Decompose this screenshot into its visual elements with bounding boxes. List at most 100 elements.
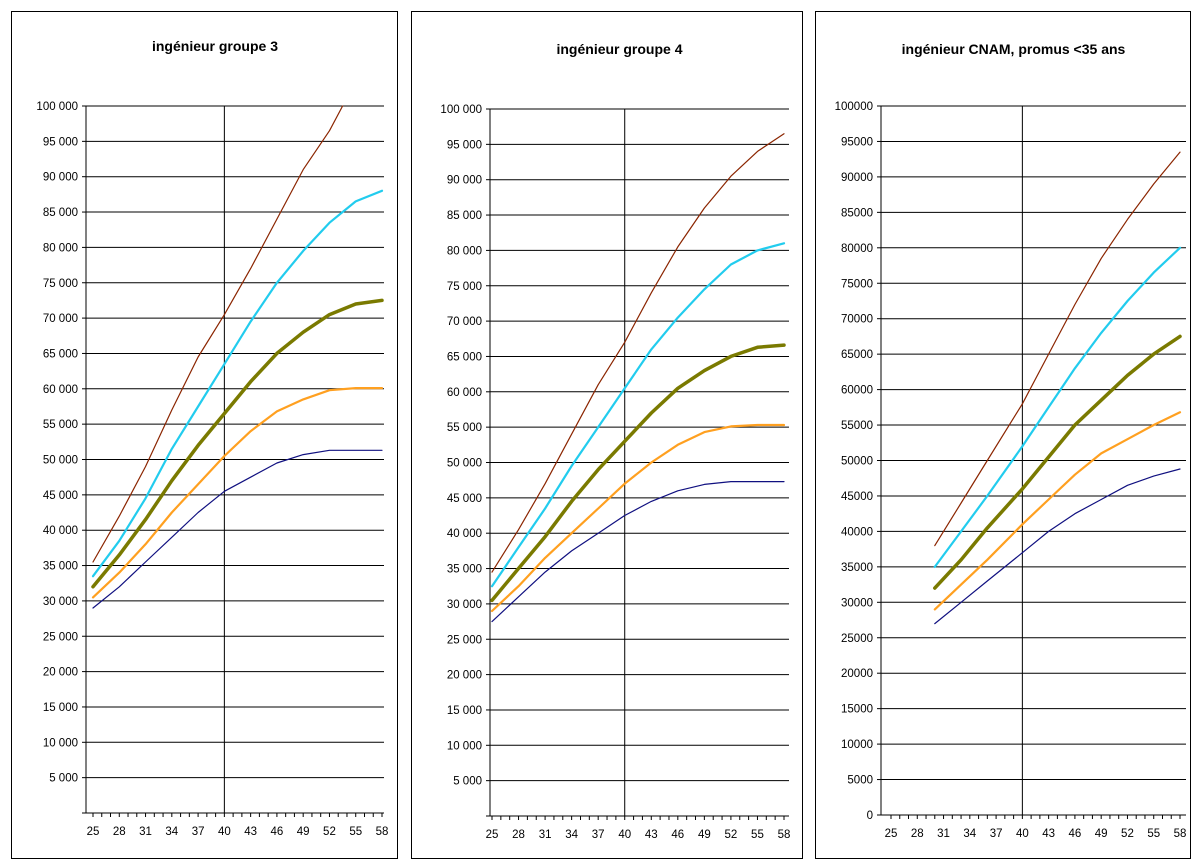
y-tick-label: 30 000 (447, 599, 482, 611)
y-tick-label: 70 000 (447, 316, 482, 328)
series-line (91, 298, 384, 589)
x-tick-label: 34 (165, 826, 178, 838)
y-tick-label: 85000 (841, 207, 873, 219)
y-tick-label: 65 000 (43, 348, 78, 360)
x-tick-label: 40 (218, 826, 231, 838)
y-tick-label: 10000 (841, 739, 873, 751)
x-tick-label: 34 (565, 829, 578, 841)
y-tick-label: 40 000 (43, 525, 78, 537)
y-tick-label: 15 000 (43, 702, 78, 714)
y-tick-label: 55 000 (447, 422, 482, 434)
y-tick-label: 25 000 (43, 631, 78, 643)
y-tick-label: 65000 (841, 349, 873, 361)
x-tick-label: 37 (990, 828, 1003, 840)
series-line (491, 481, 785, 623)
y-tick-label: 40 000 (447, 528, 482, 540)
y-tick-label: 75 000 (43, 278, 78, 290)
x-tick-label: 49 (297, 826, 310, 838)
x-tick-label: 52 (725, 829, 738, 841)
y-tick-label: 100 000 (36, 101, 78, 113)
y-tick-label: 65 000 (447, 351, 482, 363)
y-tick-label: 70 000 (43, 313, 78, 325)
series-line (91, 387, 384, 599)
series-line (933, 411, 1182, 611)
x-tick-label: 28 (911, 828, 924, 840)
x-tick-label: 25 (87, 826, 100, 838)
y-tick-label: 40000 (841, 526, 873, 538)
x-tick-label: 52 (1121, 828, 1134, 840)
y-tick-label: 85 000 (447, 210, 482, 222)
x-tick-label: 28 (512, 829, 525, 841)
y-tick-label: 75 000 (447, 281, 482, 293)
y-tick-label: 60 000 (447, 387, 482, 399)
x-tick-label: 40 (1016, 828, 1029, 840)
y-tick-label: 25 000 (447, 634, 482, 646)
series-line (92, 449, 383, 609)
y-tick-label: 45 000 (43, 490, 78, 502)
y-tick-label: 35 000 (43, 561, 78, 573)
x-tick-label: 28 (113, 826, 126, 838)
x-tick-label: 55 (349, 826, 362, 838)
series-line (490, 242, 786, 588)
y-tick-label: 85 000 (43, 207, 78, 219)
chart-panel-groupe4: ingénieur groupe 4 5 000 10 000 15 000 20 00… (411, 11, 803, 859)
y-tick-label: 20 000 (447, 670, 482, 682)
series-line (490, 423, 786, 613)
y-tick-label: 80 000 (447, 245, 482, 257)
y-tick-label: 100000 (835, 101, 873, 113)
x-tick-label: 58 (778, 829, 791, 841)
x-tick-label: 46 (671, 829, 684, 841)
x-tick-label: 25 (885, 828, 898, 840)
y-tick-label: 45000 (841, 491, 873, 503)
y-tick-label: 5000 (847, 775, 873, 787)
chart-panel-groupe3: ingénieur groupe 3 5 000 10 000 15 000 20 00… (11, 11, 398, 859)
y-tick-label: 10 000 (43, 737, 78, 749)
series-line (490, 343, 786, 603)
series-line (91, 189, 384, 578)
x-tick-label: 31 (139, 826, 152, 838)
chart-groupe4: ingénieur groupe 4 5 000 10 000 15 000 20 00… (440, 41, 791, 841)
x-tick-label: 31 (937, 828, 950, 840)
chart-groupe3: ingénieur groupe 3 5 000 10 000 15 000 20 00… (36, 38, 388, 838)
y-tick-label: 10 000 (447, 740, 482, 752)
x-tick-label: 25 (486, 829, 499, 841)
x-tick-label: 43 (244, 826, 257, 838)
y-tick-label: 30 000 (43, 596, 78, 608)
y-tick-label: 45 000 (447, 493, 482, 505)
y-tick-label: 95 000 (447, 139, 482, 151)
x-tick-label: 43 (1042, 828, 1055, 840)
y-tick-label: 55000 (841, 420, 873, 432)
y-tick-label: 95000 (841, 136, 873, 148)
y-tick-label: 70000 (841, 314, 873, 326)
y-tick-label: 30000 (841, 597, 873, 609)
y-tick-label: 90 000 (43, 172, 78, 184)
y-tick-label: 100 000 (440, 104, 482, 116)
y-tick-label: 55 000 (43, 419, 78, 431)
y-tick-label: 60 000 (43, 384, 78, 396)
x-tick-label: 40 (618, 829, 631, 841)
y-tick-label: 50 000 (447, 458, 482, 470)
y-tick-label: 0 (867, 810, 873, 822)
x-tick-label: 31 (539, 829, 552, 841)
y-tick-label: 95 000 (43, 136, 78, 148)
y-tick-label: 15 000 (447, 705, 482, 717)
series-line (491, 133, 785, 573)
y-tick-label: 5 000 (453, 776, 482, 788)
y-tick-label: 5 000 (49, 773, 78, 785)
series-line (933, 334, 1182, 590)
x-tick-label: 55 (1147, 828, 1160, 840)
series-line (934, 468, 1181, 625)
x-tick-label: 43 (645, 829, 658, 841)
y-tick-label: 80000 (841, 243, 873, 255)
y-tick-label: 20000 (841, 668, 873, 680)
y-tick-label: 60000 (841, 385, 873, 397)
y-tick-label: 90 000 (447, 175, 482, 187)
x-tick-label: 49 (1095, 828, 1108, 840)
x-tick-label: 58 (1174, 828, 1187, 840)
x-tick-label: 46 (1069, 828, 1082, 840)
y-tick-label: 75000 (841, 278, 873, 290)
chart-title: ingénieur CNAM, promus <35 ans (902, 41, 1126, 57)
x-tick-label: 55 (751, 829, 764, 841)
y-tick-label: 80 000 (43, 242, 78, 254)
y-tick-label: 25000 (841, 633, 873, 645)
